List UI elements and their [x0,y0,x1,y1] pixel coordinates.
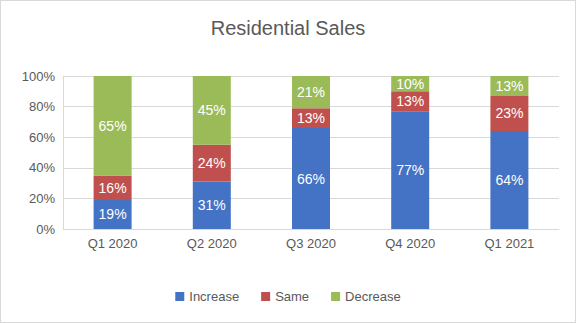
svg-text:64%: 64% [495,172,523,188]
svg-text:Decrease: Decrease [345,289,401,304]
svg-text:13%: 13% [297,110,325,126]
svg-text:Q1 2021: Q1 2021 [484,236,534,251]
svg-text:65%: 65% [99,118,127,134]
svg-text:100%: 100% [22,69,56,84]
svg-text:Q2 2020: Q2 2020 [187,236,237,251]
svg-text:0%: 0% [36,222,55,237]
svg-text:77%: 77% [396,162,424,178]
svg-text:Residential Sales: Residential Sales [211,17,366,39]
svg-text:80%: 80% [29,99,55,114]
svg-text:20%: 20% [29,191,55,206]
svg-text:23%: 23% [495,105,523,121]
svg-text:16%: 16% [99,180,127,196]
svg-text:Same: Same [275,289,309,304]
svg-text:Q4 2020: Q4 2020 [385,236,435,251]
svg-text:Increase: Increase [189,289,239,304]
svg-text:Q1 2020: Q1 2020 [88,236,138,251]
svg-text:21%: 21% [297,84,325,100]
svg-text:10%: 10% [396,76,424,92]
svg-text:13%: 13% [495,78,523,94]
svg-text:40%: 40% [29,160,55,175]
svg-text:13%: 13% [396,93,424,109]
svg-text:31%: 31% [198,197,226,213]
svg-text:19%: 19% [99,206,127,222]
svg-text:60%: 60% [29,130,55,145]
svg-text:66%: 66% [297,171,325,187]
svg-text:24%: 24% [198,155,226,171]
svg-text:Q3 2020: Q3 2020 [286,236,336,251]
svg-text:45%: 45% [198,102,226,118]
